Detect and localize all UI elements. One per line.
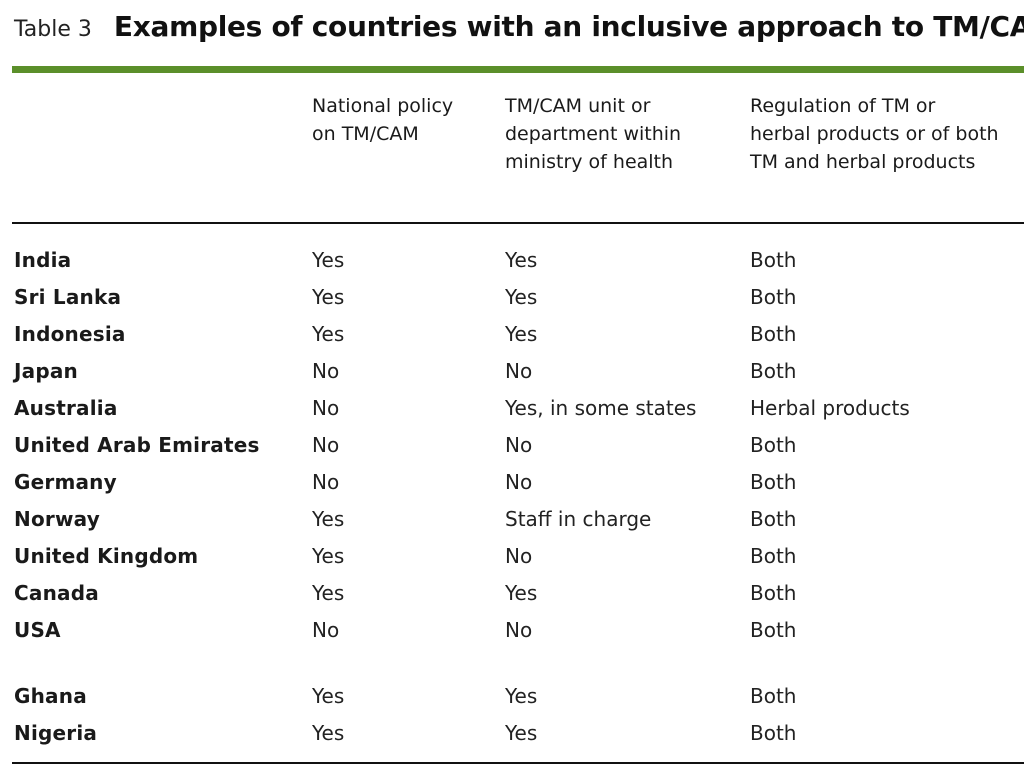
policy-cell: Yes [312, 721, 345, 745]
regulation-cell: Both [750, 544, 797, 568]
regulation-cell: Both [750, 322, 797, 346]
regulation-cell: Both [750, 248, 797, 272]
country-cell: Germany [14, 470, 117, 494]
policy-cell: No [312, 618, 340, 642]
country-cell: Ghana [14, 684, 87, 708]
regulation-cell: Both [750, 618, 797, 642]
regulation-cell: Both [750, 470, 797, 494]
table-row: Germany No No Both [0, 466, 1024, 503]
unit-cell: Yes [505, 684, 538, 708]
country-cell: United Arab Emirates [14, 433, 260, 457]
header-tm-cam-unit: TM/CAM unit or department within ministr… [505, 95, 682, 173]
country-cell: Canada [14, 581, 99, 605]
country-cell: Nigeria [14, 721, 98, 745]
table-row: Ghana Yes Yes Both [0, 680, 1024, 717]
table-row: India Yes Yes Both [0, 244, 1024, 281]
header-regulation: Regulation of TM or herbal products or o… [750, 95, 999, 173]
policy-cell: No [312, 396, 340, 420]
unit-cell: No [505, 470, 533, 494]
country-cell: India [14, 248, 72, 272]
policy-cell: Yes [312, 285, 345, 309]
country-cell: Sri Lanka [14, 285, 122, 309]
table-row: United Kingdom Yes No Both [0, 540, 1024, 577]
table-number: Table 3 [14, 17, 92, 42]
regulation-cell: Both [750, 433, 797, 457]
country-cell: USA [14, 618, 61, 642]
policy-cell: Yes [312, 581, 345, 605]
table-row: Sri Lanka Yes Yes Both [0, 281, 1024, 318]
country-cell: Norway [14, 507, 100, 531]
table-row: United Arab Emirates No No Both [0, 429, 1024, 466]
regulation-cell: Both [750, 581, 797, 605]
title-divider [12, 66, 1024, 73]
unit-cell: No [505, 618, 533, 642]
policy-cell: Yes [312, 507, 345, 531]
policy-cell: No [312, 433, 340, 457]
unit-cell: Yes [505, 581, 538, 605]
unit-cell: Staff in charge [505, 507, 652, 531]
table-row: Norway Yes Staff in charge Both [0, 503, 1024, 540]
table-row: Indonesia Yes Yes Both [0, 318, 1024, 355]
country-cell: Indonesia [14, 322, 126, 346]
policy-cell: Yes [312, 248, 345, 272]
regulation-cell: Both [750, 285, 797, 309]
table-row: Australia No Yes, in some states Herbal … [0, 392, 1024, 429]
policy-cell: Yes [312, 544, 345, 568]
regulation-cell: Both [750, 507, 797, 531]
unit-cell: No [505, 433, 533, 457]
country-cell: United Kingdom [14, 544, 199, 568]
table-row: USA No No Both [0, 614, 1024, 651]
unit-cell: Yes, in some states [505, 396, 697, 420]
regulation-cell: Both [750, 684, 797, 708]
unit-cell: Yes [505, 322, 538, 346]
unit-cell: Yes [505, 721, 538, 745]
header-national-policy: National policy on TM/CAM [312, 95, 454, 145]
regulation-cell: Both [750, 359, 797, 383]
country-cell: Australia [14, 396, 118, 420]
unit-cell: Yes [505, 248, 538, 272]
policy-cell: No [312, 359, 340, 383]
table-row: Japan No No Both [0, 355, 1024, 392]
unit-cell: No [505, 359, 533, 383]
country-cell: Japan [14, 359, 78, 383]
policy-cell: Yes [312, 684, 345, 708]
table-title: Examples of countries with an inclusive … [113, 10, 1024, 43]
unit-cell: No [505, 544, 533, 568]
table-row: Canada Yes Yes Both [0, 577, 1024, 614]
table-bottom-rule [12, 762, 1024, 764]
table-header: National policy on TM/CAM TM/CAM unit or… [0, 92, 1024, 202]
table-caption: Table 3 Examples of countries with an in… [14, 10, 1024, 54]
header-divider [12, 222, 1024, 224]
table-body: India Yes Yes Both Sri Lanka Yes Yes Bot… [0, 244, 1024, 754]
regulation-cell: Herbal products [750, 396, 910, 420]
unit-cell: Yes [505, 285, 538, 309]
regulation-cell: Both [750, 721, 797, 745]
table-row: Nigeria Yes Yes Both [0, 717, 1024, 754]
policy-cell: No [312, 470, 340, 494]
policy-cell: Yes [312, 322, 345, 346]
